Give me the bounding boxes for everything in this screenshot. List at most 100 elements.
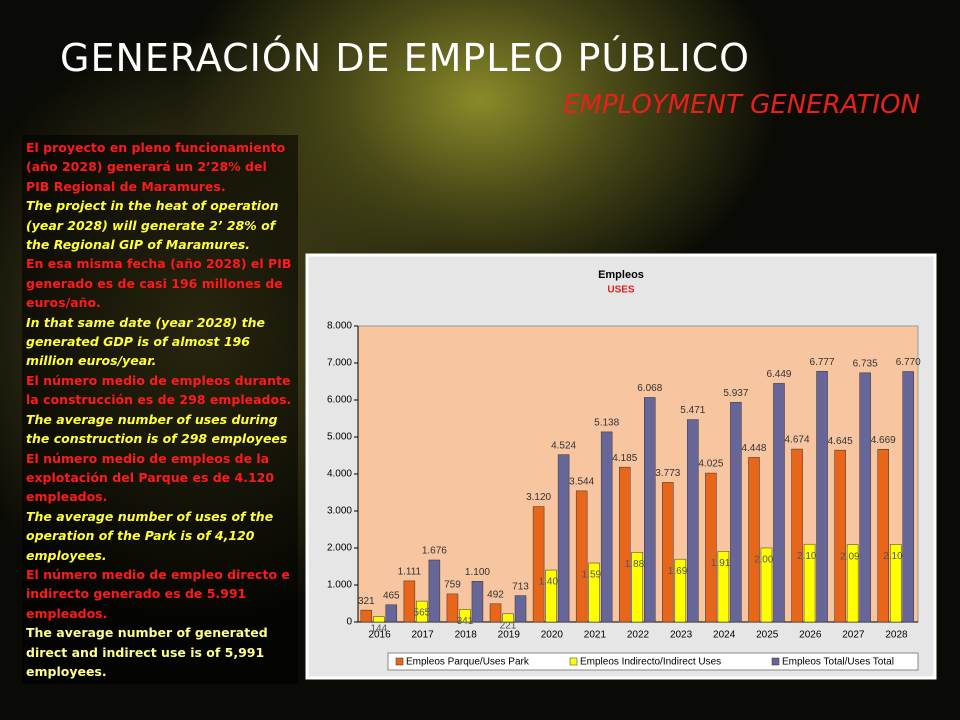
bar (803, 543, 816, 623)
bar (644, 397, 656, 623)
x-tick-label: 2023 (670, 630, 693, 641)
x-tick-label: 2020 (541, 630, 564, 641)
bar (902, 371, 914, 623)
value-label: 221 (500, 620, 517, 631)
bar (502, 613, 514, 623)
bar (846, 544, 859, 623)
value-label: 321 (358, 596, 375, 607)
bar (877, 448, 889, 623)
bar (446, 593, 459, 623)
value-label: 2.101 (883, 551, 908, 562)
value-label: 2.103 (797, 551, 822, 562)
value-label: 6.449 (766, 369, 791, 380)
value-label: 4.669 (871, 435, 896, 446)
paragraph: The project in the heat of operation (ye… (26, 198, 279, 253)
value-label: 492 (487, 589, 504, 600)
text-box: El proyecto en pleno funcionamiento (año… (22, 135, 298, 685)
bar (717, 551, 730, 623)
y-tick-label: 3.000 (327, 506, 352, 517)
value-label: 1.883 (625, 559, 650, 570)
bar (889, 544, 902, 623)
bar (662, 482, 674, 623)
bar (403, 580, 416, 623)
value-label: 3.773 (655, 468, 680, 479)
y-tick-label: 5.000 (327, 432, 352, 443)
value-label: 1.676 (422, 546, 447, 557)
chart-title: Empleos (598, 269, 644, 281)
value-label: 3.544 (569, 477, 594, 488)
bar (687, 419, 699, 623)
value-label: 4.674 (785, 435, 810, 446)
paragraph: En esa misma fecha (año 2028) el PIB gen… (26, 256, 292, 311)
legend-label: Empleos Total/Uses Total (782, 657, 894, 668)
value-label: 341 (457, 616, 474, 627)
x-tick-label: 2025 (756, 630, 779, 641)
x-tick-label: 2021 (584, 630, 607, 641)
bar (631, 552, 643, 623)
y-tick-label: 7.000 (327, 358, 352, 369)
value-label: 1.594 (582, 570, 607, 581)
legend-swatch (569, 657, 578, 666)
y-tick-label: 2.000 (327, 543, 352, 554)
value-label: 4.448 (741, 443, 766, 454)
bar (575, 490, 588, 623)
value-label: 4.185 (612, 453, 637, 464)
value-label: 144 (370, 623, 387, 634)
y-tick-label: 1.000 (327, 580, 352, 591)
x-tick-label: 2017 (411, 630, 434, 641)
bar (416, 600, 428, 623)
paragraph: The average number of uses of the operat… (26, 508, 274, 563)
x-tick-label: 2028 (885, 630, 908, 641)
bar (619, 466, 631, 623)
bar (674, 558, 687, 623)
y-tick-label: 0 (346, 617, 352, 628)
value-label: 6.770 (896, 357, 921, 368)
x-tick-label: 2019 (498, 630, 521, 641)
value-label: 5.471 (680, 405, 705, 416)
slide-title: GENERACIÓN DE EMPLEO PÚBLICO (60, 36, 751, 80)
bar (791, 448, 803, 623)
bar (471, 581, 484, 623)
bar (545, 569, 557, 623)
paragraph: El número medio de empleos de la explota… (26, 450, 275, 505)
value-label: 2.090 (840, 551, 865, 562)
legend-box (387, 652, 919, 671)
value-label: 565 (414, 608, 431, 619)
value-label: 5.937 (723, 388, 748, 399)
legend-label: Empleos Parque/Uses Park (406, 657, 530, 668)
paragraph: The average number of uses during the co… (26, 411, 288, 447)
value-label: 1.111 (398, 567, 422, 578)
legend-label: Empleos Indirecto/Indirect Uses (580, 657, 721, 668)
bar (816, 371, 828, 623)
x-tick-label: 2027 (842, 630, 865, 641)
paragraph: In that same date (year 2028) the genera… (26, 314, 265, 369)
value-label: 1.100 (465, 567, 490, 578)
paragraph: El número medio de empleo directo e indi… (26, 566, 290, 621)
bar (705, 472, 717, 623)
bar (588, 562, 600, 623)
value-label: 4.025 (698, 459, 723, 470)
bar (532, 506, 545, 623)
value-label: 759 (444, 580, 461, 591)
value-label: 4.524 (551, 440, 576, 451)
bar (859, 372, 871, 623)
bar (760, 547, 773, 623)
y-tick-label: 4.000 (327, 469, 352, 480)
x-tick-label: 2024 (713, 630, 736, 641)
chart-subtitle: USES (607, 285, 635, 296)
value-label: 4.645 (828, 436, 853, 447)
value-label: 2.001 (754, 555, 779, 566)
bar (773, 383, 785, 623)
value-label: 3.120 (526, 492, 551, 503)
value-label: 1.404 (539, 577, 564, 588)
value-label: 6.068 (637, 383, 662, 394)
bar (459, 609, 471, 623)
x-tick-label: 2022 (627, 630, 650, 641)
y-tick-label: 8.000 (327, 321, 352, 332)
bar (360, 609, 373, 623)
bar (730, 402, 742, 623)
value-label: 1.912 (711, 558, 736, 569)
paragraph: El proyecto en pleno funcionamiento (año… (26, 140, 286, 194)
bar (428, 559, 441, 623)
bar (748, 457, 760, 623)
